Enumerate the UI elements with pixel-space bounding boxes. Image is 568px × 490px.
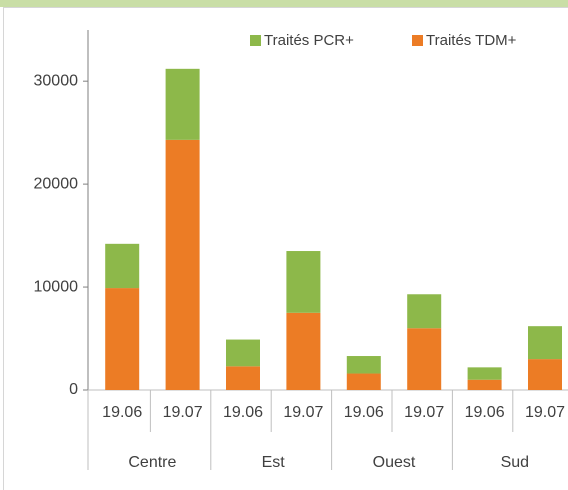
top-band [0, 0, 568, 7]
bar-segment [467, 379, 502, 390]
x-tick-label: 19.07 [163, 404, 203, 421]
bar-segment [467, 367, 502, 380]
group-label: Ouest [373, 454, 416, 471]
group-label: Sud [501, 454, 529, 471]
bar-segment [165, 68, 200, 140]
y-tick-label: 30000 [34, 72, 79, 89]
group-label: Est [262, 454, 286, 471]
bar-segment [105, 288, 140, 390]
bar-segment [105, 243, 140, 289]
y-tick-label: 0 [69, 381, 78, 398]
legend-swatch [250, 35, 261, 46]
bar-segment [165, 139, 200, 390]
bar-segment [346, 356, 381, 374]
x-tick-label: 19.06 [223, 404, 263, 421]
bar-segment [528, 326, 562, 360]
y-tick-label: 20000 [34, 175, 79, 192]
y-tick-label: 10000 [34, 278, 79, 295]
bar-segment [407, 328, 442, 390]
bar-segment [346, 373, 381, 390]
legend-label: Traités PCR+ [264, 32, 354, 49]
legend-label: Traités TDM+ [426, 32, 517, 49]
frame [3, 7, 568, 490]
bar-segment [528, 359, 562, 390]
x-tick-label: 19.06 [102, 404, 142, 421]
bar-segment [407, 294, 442, 329]
bar-segment [226, 339, 260, 367]
x-tick-label: 19.07 [404, 404, 444, 421]
x-tick-label: 19.07 [525, 404, 565, 421]
x-tick-label: 19.06 [465, 404, 505, 421]
bar-segment [286, 312, 321, 390]
bar-segment [226, 366, 260, 390]
x-tick-label: 19.06 [344, 404, 384, 421]
group-label: Centre [128, 454, 176, 471]
x-tick-label: 19.07 [283, 404, 323, 421]
bar-segment [286, 251, 321, 313]
legend-swatch [412, 35, 423, 46]
